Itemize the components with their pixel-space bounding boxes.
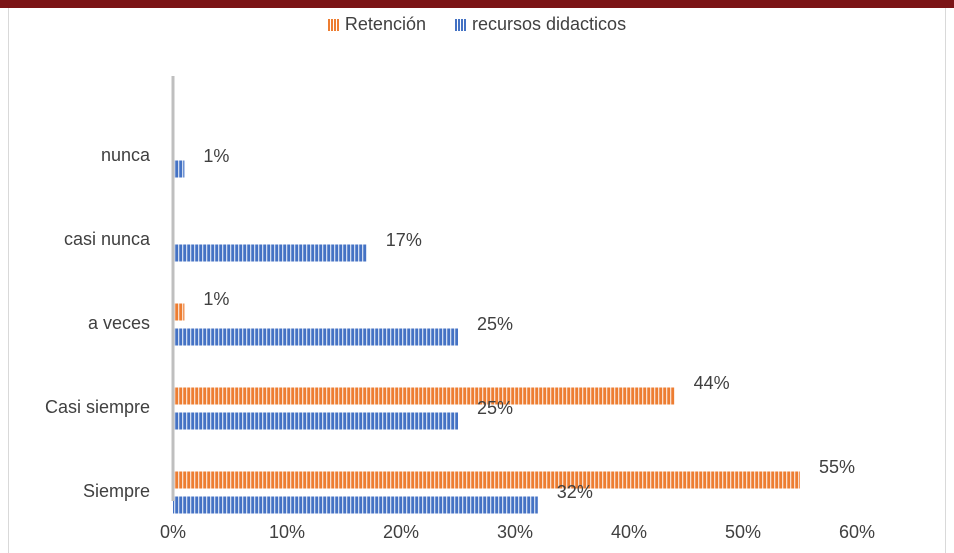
bars-group bbox=[173, 160, 800, 514]
legend-swatch-retencion bbox=[327, 18, 340, 31]
category-label: a veces bbox=[88, 313, 150, 333]
left-frame-rule bbox=[8, 8, 9, 553]
x-tick-label: 0% bbox=[160, 522, 186, 542]
tick-labels-group: 0% 10% 20% 30% 40% 50% 60% bbox=[160, 522, 875, 542]
bar-recursos[interactable] bbox=[173, 160, 185, 178]
legend-swatch-recursos bbox=[455, 18, 467, 31]
data-label: 17% bbox=[386, 230, 422, 250]
bar-retencion[interactable] bbox=[173, 303, 185, 321]
data-label: 32% bbox=[557, 482, 593, 502]
top-band bbox=[0, 0, 954, 8]
legend: Retención recursos didacticos bbox=[0, 14, 954, 36]
right-frame-rule bbox=[945, 8, 946, 553]
x-tick-label: 60% bbox=[839, 522, 875, 542]
bar-recursos[interactable] bbox=[173, 496, 538, 514]
data-label: 44% bbox=[694, 373, 730, 393]
data-label: 55% bbox=[819, 457, 855, 477]
x-tick-label: 10% bbox=[269, 522, 305, 542]
category-label: nunca bbox=[101, 145, 151, 165]
bar-recursos[interactable] bbox=[173, 328, 458, 346]
x-tick-label: 20% bbox=[383, 522, 419, 542]
bar-recursos[interactable] bbox=[173, 412, 458, 430]
category-label: Siempre bbox=[83, 481, 150, 501]
x-tick-label: 30% bbox=[497, 522, 533, 542]
data-label: 1% bbox=[203, 289, 229, 309]
x-tick-label: 50% bbox=[725, 522, 761, 542]
bar-retencion[interactable] bbox=[173, 387, 675, 405]
data-label: 25% bbox=[477, 398, 513, 418]
x-tick-label: 40% bbox=[611, 522, 647, 542]
data-labels-group: 1% 17% 1% 25% 44% 25% 55% 32% bbox=[203, 146, 855, 502]
bar-recursos[interactable] bbox=[173, 244, 367, 262]
legend-item-recursos[interactable]: recursos didacticos bbox=[455, 14, 626, 35]
data-label: 25% bbox=[477, 314, 513, 334]
legend-item-retencion[interactable]: Retención bbox=[327, 14, 426, 35]
category-labels-group: nunca casi nunca a veces Casi siempre Siempr… bbox=[45, 145, 151, 501]
category-label: Casi siempre bbox=[45, 397, 150, 417]
bar-retencion[interactable] bbox=[173, 471, 800, 489]
data-label: 1% bbox=[203, 146, 229, 166]
legend-label-recursos: recursos didacticos bbox=[472, 14, 627, 34]
category-label: casi nunca bbox=[64, 229, 151, 249]
legend-label-retencion: Retención bbox=[344, 14, 426, 34]
